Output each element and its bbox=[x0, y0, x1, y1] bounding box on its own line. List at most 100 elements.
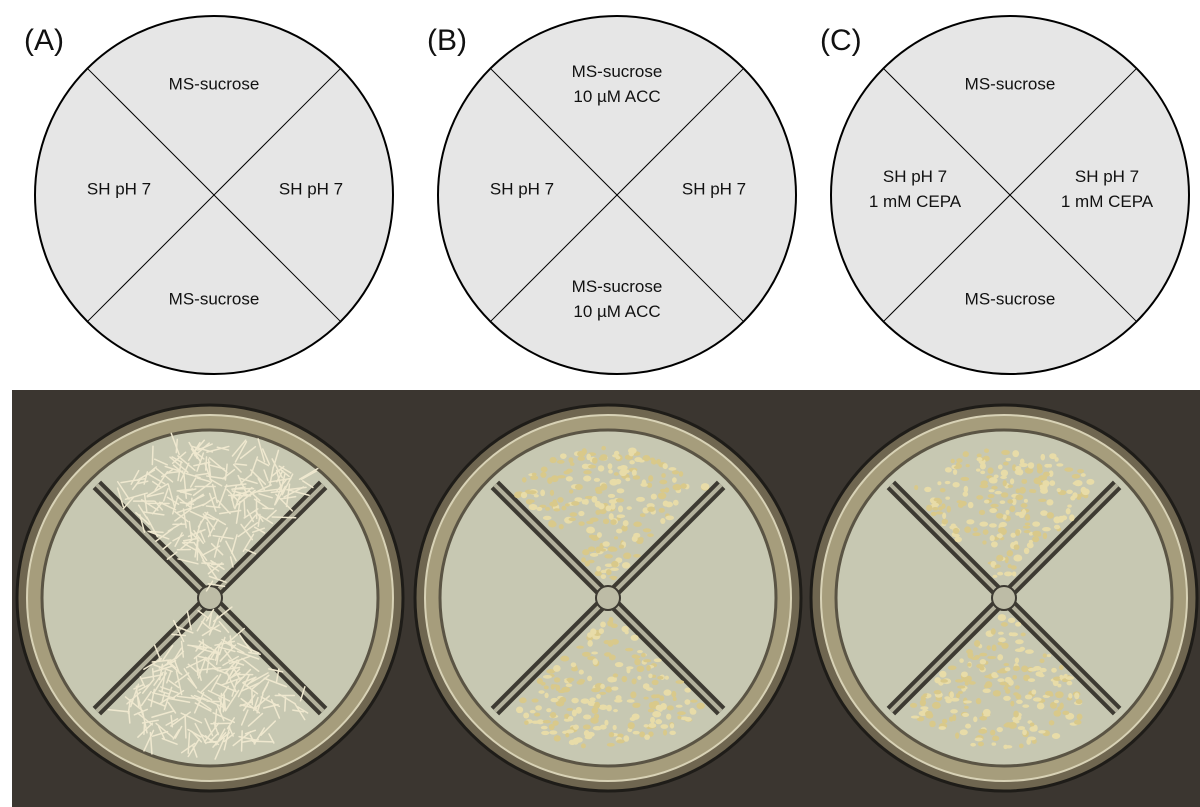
seedling bbox=[1021, 508, 1026, 516]
seedling bbox=[231, 534, 238, 554]
seedling bbox=[684, 688, 691, 693]
seedling bbox=[626, 699, 635, 703]
seedling bbox=[549, 501, 559, 507]
seedling bbox=[945, 496, 951, 500]
seedling bbox=[660, 517, 666, 525]
seedling bbox=[964, 705, 969, 709]
seedling bbox=[591, 707, 599, 714]
seedling bbox=[596, 532, 602, 538]
seedling bbox=[208, 575, 227, 583]
seedling bbox=[187, 677, 196, 687]
seedling bbox=[131, 477, 142, 491]
quadrant-label: SH pH 7 bbox=[883, 167, 947, 186]
seedling bbox=[151, 710, 175, 718]
seedling bbox=[1000, 475, 1008, 480]
seedling bbox=[1053, 699, 1060, 704]
divider bbox=[883, 68, 1137, 322]
seedling bbox=[171, 689, 185, 699]
seedling bbox=[607, 493, 616, 498]
seedling bbox=[580, 698, 590, 704]
seedling bbox=[216, 446, 230, 451]
seedling bbox=[215, 651, 220, 666]
seedling bbox=[1031, 689, 1037, 695]
seedling bbox=[1012, 450, 1020, 458]
quadrant-label: MS-sucrose bbox=[572, 277, 663, 296]
seedling bbox=[650, 457, 655, 461]
seedling bbox=[575, 706, 582, 714]
seedling bbox=[619, 464, 628, 471]
seedling bbox=[962, 712, 970, 718]
seedling bbox=[164, 465, 182, 472]
seedling bbox=[170, 432, 180, 456]
seedling bbox=[278, 465, 292, 474]
seedling bbox=[662, 463, 668, 470]
seedling bbox=[208, 615, 219, 636]
seedling bbox=[600, 621, 606, 628]
seedling bbox=[968, 681, 976, 685]
seedling bbox=[583, 498, 589, 505]
seedling bbox=[1009, 505, 1016, 513]
seedling bbox=[569, 512, 578, 517]
seedling bbox=[1029, 722, 1035, 727]
seedling bbox=[1008, 722, 1017, 729]
seedling bbox=[600, 569, 608, 574]
seedling bbox=[606, 704, 612, 712]
seedling bbox=[618, 544, 625, 549]
seedling bbox=[999, 521, 1007, 528]
seedling bbox=[1056, 488, 1061, 493]
seedling bbox=[229, 635, 233, 649]
seedling bbox=[158, 690, 170, 695]
seedling bbox=[240, 523, 254, 541]
seedling bbox=[189, 477, 197, 488]
seedling bbox=[242, 682, 259, 695]
seedling bbox=[957, 690, 964, 694]
seedling bbox=[140, 690, 152, 707]
seedling bbox=[1042, 526, 1051, 532]
seedling bbox=[589, 517, 599, 522]
seedling bbox=[998, 637, 1006, 643]
seedling bbox=[592, 725, 602, 731]
seedling bbox=[192, 493, 204, 502]
seedling bbox=[1014, 685, 1020, 690]
seedling bbox=[991, 742, 997, 746]
seedling bbox=[541, 730, 550, 736]
seedling bbox=[1033, 666, 1042, 671]
seedling bbox=[979, 652, 988, 657]
seedling bbox=[234, 440, 248, 463]
seedling bbox=[935, 511, 943, 515]
seedling bbox=[200, 674, 219, 694]
seedling bbox=[650, 716, 655, 724]
seedling bbox=[1013, 554, 1023, 562]
seedling bbox=[627, 722, 635, 730]
seedling bbox=[231, 484, 238, 501]
seedling bbox=[973, 716, 978, 723]
seedling bbox=[663, 689, 672, 696]
seedling bbox=[949, 691, 954, 699]
seedling bbox=[252, 527, 266, 533]
seedling bbox=[617, 733, 624, 738]
seedling bbox=[179, 462, 190, 482]
seedling bbox=[952, 527, 960, 534]
seedling bbox=[621, 524, 628, 532]
seedling bbox=[1000, 492, 1009, 498]
seedling bbox=[954, 536, 962, 543]
seedling bbox=[581, 557, 586, 563]
seedling bbox=[631, 678, 637, 685]
seedling bbox=[232, 463, 242, 473]
seedling bbox=[633, 655, 641, 659]
seedling bbox=[564, 503, 570, 507]
seedling bbox=[226, 643, 245, 654]
seedling bbox=[700, 483, 710, 490]
seedling bbox=[242, 676, 257, 684]
seedling bbox=[684, 699, 691, 705]
seedling bbox=[136, 480, 149, 485]
seedling bbox=[967, 501, 974, 509]
seedling bbox=[643, 724, 649, 728]
seedling bbox=[515, 706, 524, 714]
seedling bbox=[964, 681, 969, 686]
seedling bbox=[212, 712, 236, 724]
seedling bbox=[250, 456, 259, 477]
seedling bbox=[611, 676, 617, 683]
seedling bbox=[239, 445, 257, 459]
seedling bbox=[209, 732, 220, 743]
